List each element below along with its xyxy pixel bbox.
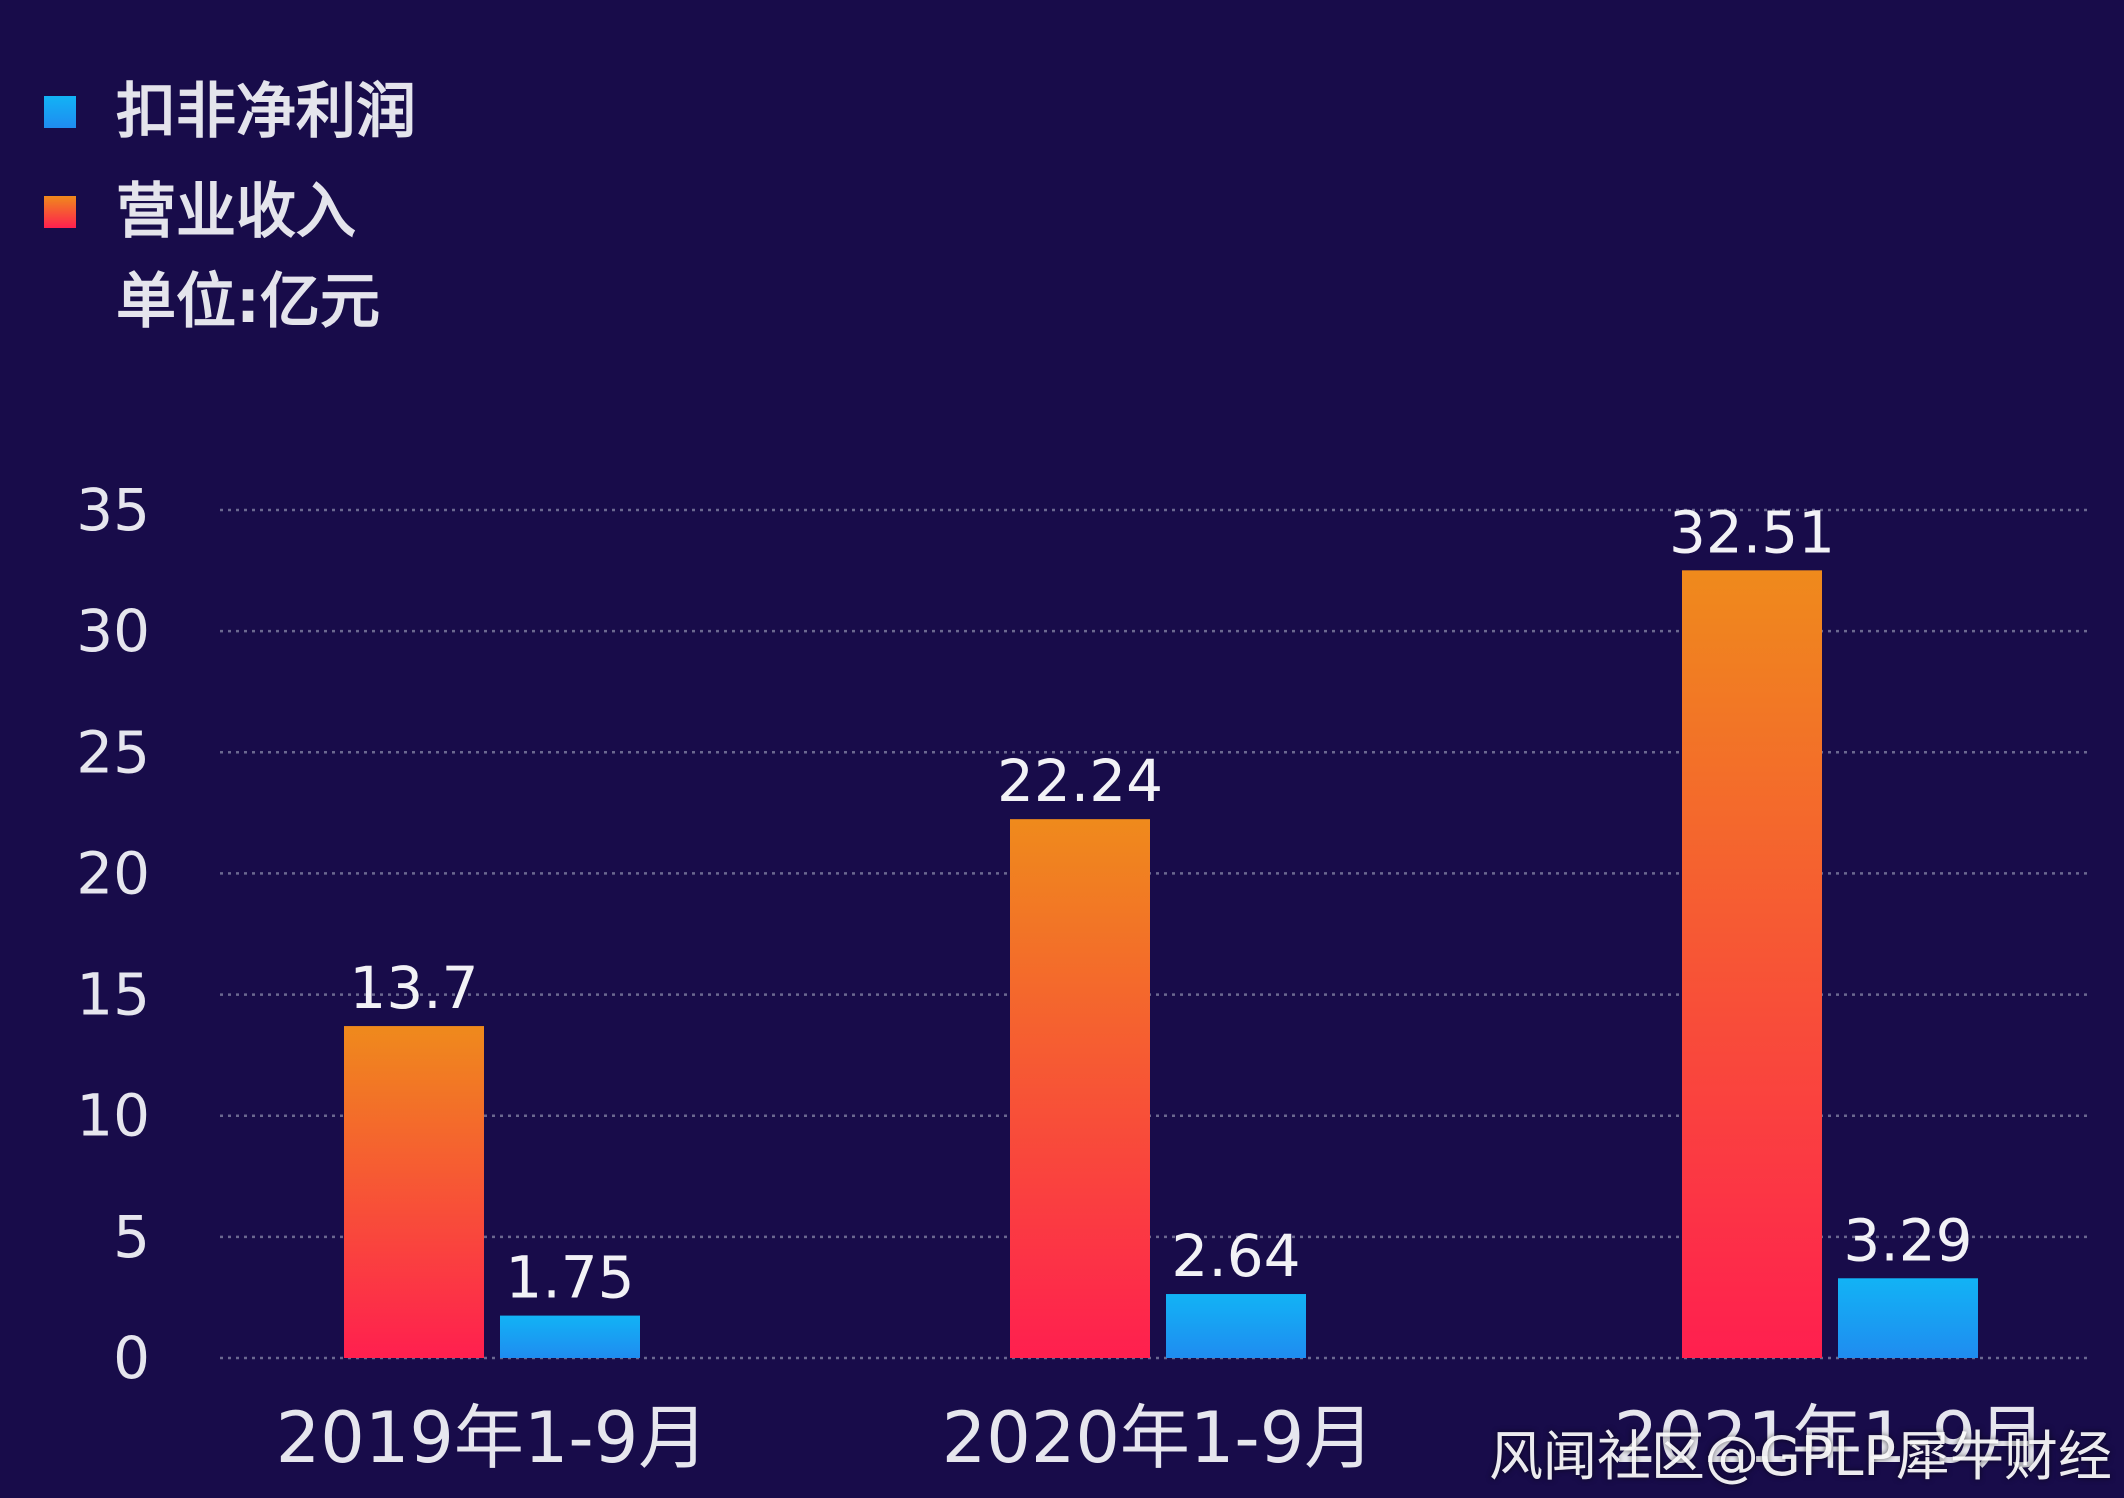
legend-label-revenue: 营业收入 — [116, 177, 356, 247]
y-axis-ticks: 0 5 10 15 20 25 30 35 — [76, 476, 150, 1392]
y-tick-label: 10 — [76, 1082, 150, 1150]
x-tick-label: 2020年1-9月 — [942, 1397, 1374, 1479]
legend-swatch-revenue — [44, 196, 76, 228]
x-tick-label: 2019年1-9月 — [276, 1397, 708, 1479]
data-label-revenue-1: 13.7 — [349, 954, 478, 1022]
y-tick-label: 0 — [113, 1324, 150, 1392]
legend-item-profit: 扣非净利润 — [44, 62, 416, 162]
y-tick-label: 25 — [76, 718, 150, 786]
watermark: 风闻社区@GPLP犀牛财经 — [1488, 1425, 2112, 1488]
bar-profit-1 — [500, 1315, 640, 1358]
y-tick-label: 5 — [113, 1203, 150, 1271]
bar-profit-3 — [1838, 1278, 1978, 1358]
legend-label-profit: 扣非净利润 — [116, 77, 416, 147]
y-tick-label: 35 — [76, 476, 150, 544]
data-label-revenue-3: 32.51 — [1669, 498, 1835, 566]
bar-revenue-1 — [344, 1026, 484, 1358]
legend-item-revenue: 营业收入 — [44, 162, 416, 262]
x-axis-ticks: 2019年1-9月 2020年1-9月 2021年1-9月 — [276, 1397, 2046, 1479]
y-tick-label: 30 — [76, 597, 150, 665]
bar-profit-2 — [1166, 1294, 1306, 1358]
data-label-profit-3: 3.29 — [1843, 1206, 1972, 1274]
x-tick-label: 2021年1-9月 — [1614, 1397, 2046, 1479]
data-label-revenue-2: 22.24 — [997, 747, 1163, 815]
bar-revenue-2 — [1010, 819, 1150, 1358]
bars — [344, 570, 1978, 1358]
bar-revenue-3 — [1682, 570, 1822, 1358]
y-tick-label: 15 — [76, 961, 150, 1029]
data-label-profit-2: 2.64 — [1171, 1222, 1300, 1290]
unit-label: 单位:亿元 — [116, 267, 380, 337]
chart-legend: 扣非净利润 营业收入 — [44, 62, 416, 262]
y-tick-label: 20 — [76, 839, 150, 907]
legend-swatch-profit — [44, 96, 76, 128]
data-label-profit-1: 1.75 — [505, 1244, 634, 1312]
data-labels: 13.7 1.75 22.24 2.64 32.51 3.29 — [349, 498, 1972, 1311]
